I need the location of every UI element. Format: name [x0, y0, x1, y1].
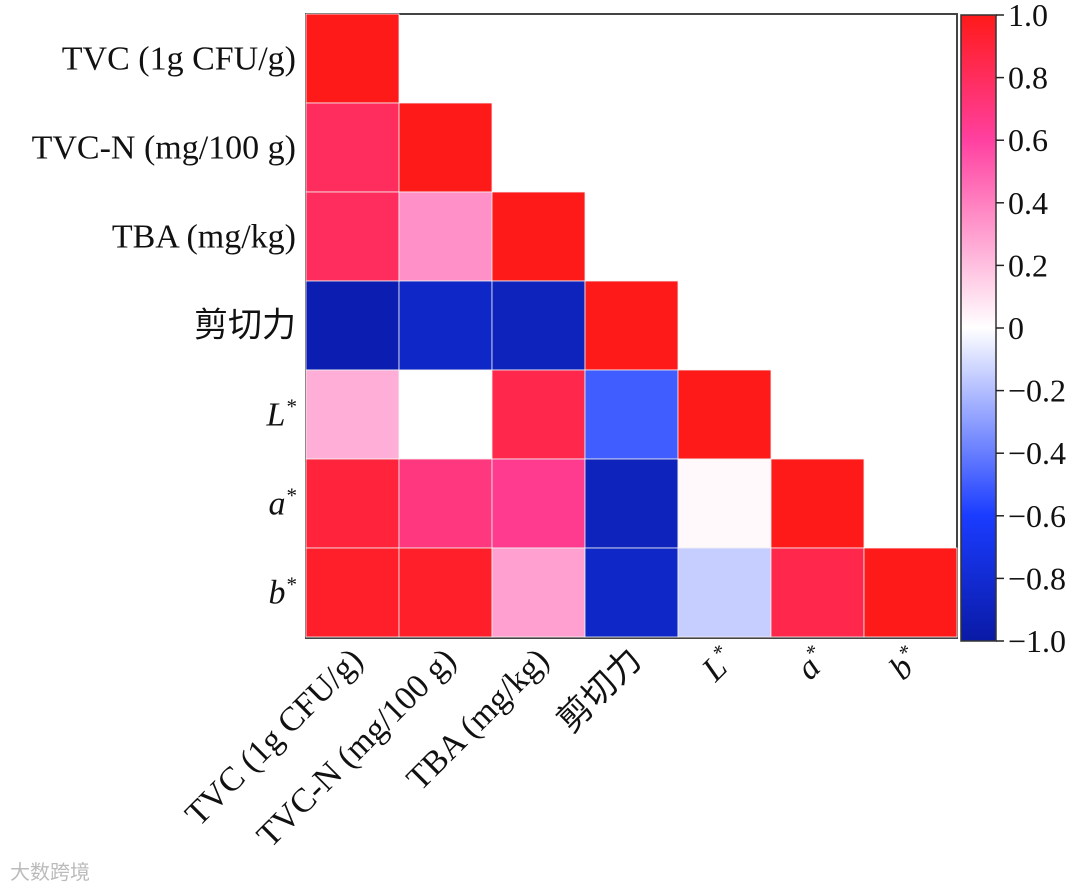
y-tick-label: 剪切力	[194, 306, 296, 346]
heatmap-cell	[305, 547, 400, 638]
colorbar-tick-label: 1.0	[1008, 0, 1048, 33]
x-axis-labels: TVC (1g CFU/g)TVC-N (mg/100 g)TBA (mg/kg…	[178, 640, 928, 855]
y-tick-label: L*	[266, 395, 297, 434]
colorbar-tick-label: −0.4	[1008, 435, 1066, 471]
x-tick-label: a*	[788, 640, 835, 687]
heatmap-cell	[398, 280, 493, 371]
heatmap-cell	[584, 280, 679, 371]
colorbar-tick-label: −0.2	[1008, 373, 1066, 409]
heatmap-cell	[491, 191, 586, 282]
colorbar-tick-label: 0	[1008, 310, 1024, 346]
colorbar-tick-label: −0.6	[1008, 498, 1066, 534]
y-axis-labels: TVC (1g CFU/g) TVC-N (mg/100 g) TBA (mg/kg…	[32, 41, 297, 612]
heatmap-cell	[770, 547, 865, 638]
x-tick-label: 剪切力	[549, 640, 649, 740]
y-tick-label: a*	[268, 484, 296, 523]
heatmap-cell	[491, 547, 586, 638]
heatmap-cell	[584, 369, 679, 460]
heatmap-cell	[863, 547, 958, 638]
x-tick-label: b*	[881, 640, 928, 687]
heatmap-cell	[677, 369, 772, 460]
heatmap-cell	[398, 369, 493, 460]
heatmap-cell	[491, 369, 586, 460]
y-tick-label: TVC (1g CFU/g)	[62, 41, 296, 78]
heatmap-cell	[584, 547, 679, 638]
colorbar-tick-label: −1.0	[1008, 623, 1066, 659]
heatmap-cell	[491, 280, 586, 371]
y-tick-label: b*	[268, 573, 296, 612]
heatmap-cell	[305, 280, 400, 371]
heatmap-cell	[677, 547, 772, 638]
heatmap-cell	[398, 547, 493, 638]
heatmap-cells	[305, 13, 958, 638]
x-tick-label: L*	[693, 640, 742, 689]
heatmap-cell	[305, 191, 400, 282]
watermark-text: 大数跨境	[10, 860, 90, 884]
colorbar-tick-label: −0.8	[1008, 560, 1066, 596]
heatmap-cell	[398, 458, 493, 549]
colorbar-gradient	[960, 14, 997, 642]
heatmap-cell	[398, 102, 493, 193]
y-tick-label: TVC-N (mg/100 g)	[32, 130, 296, 167]
y-tick-label: TBA (mg/kg)	[112, 219, 296, 256]
heatmap-cell	[305, 13, 400, 104]
heatmap-cell	[305, 102, 400, 193]
colorbar: 1.0 0.8 0.6 0.4 0.2 0 −0.2 −0.4 −0.6 −0.8 −1.0	[960, 0, 1066, 659]
heatmap-cell	[677, 458, 772, 549]
colorbar-tick-label: 0.2	[1008, 247, 1048, 283]
heatmap-cell	[770, 458, 865, 549]
colorbar-tick-label: 0.6	[1008, 122, 1048, 158]
colorbar-ticks: 1.0 0.8 0.6 0.4 0.2 0 −0.2 −0.4 −0.6 −0.8 −1.0	[996, 0, 1066, 659]
colorbar-tick-label: 0.4	[1008, 185, 1048, 221]
heatmap-cell	[491, 458, 586, 549]
heatmap-cell	[584, 458, 679, 549]
heatmap-cell	[305, 369, 400, 460]
heatmap-cell	[398, 191, 493, 282]
colorbar-tick-label: 0.8	[1008, 60, 1048, 96]
heatmap-cell	[305, 458, 400, 549]
